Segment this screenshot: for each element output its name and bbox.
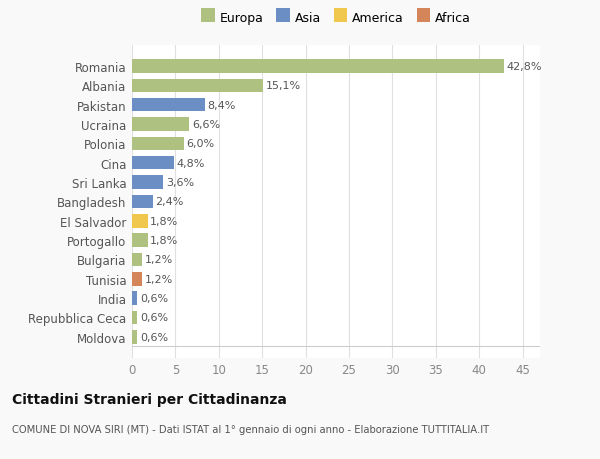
Bar bbox=[132, 118, 189, 132]
Bar bbox=[132, 234, 148, 247]
Legend: Europa, Asia, America, Africa: Europa, Asia, America, Africa bbox=[199, 9, 473, 27]
Text: 42,8%: 42,8% bbox=[506, 62, 542, 72]
Bar bbox=[132, 60, 503, 73]
Text: 1,8%: 1,8% bbox=[150, 216, 178, 226]
Bar bbox=[132, 214, 148, 228]
Bar bbox=[132, 311, 137, 325]
Text: 1,8%: 1,8% bbox=[150, 235, 178, 246]
Text: COMUNE DI NOVA SIRI (MT) - Dati ISTAT al 1° gennaio di ogni anno - Elaborazione : COMUNE DI NOVA SIRI (MT) - Dati ISTAT al… bbox=[12, 425, 489, 435]
Text: 0,6%: 0,6% bbox=[140, 293, 168, 303]
Text: 2,4%: 2,4% bbox=[155, 197, 184, 207]
Bar bbox=[132, 195, 153, 209]
Bar bbox=[132, 157, 173, 170]
Bar bbox=[132, 79, 263, 93]
Text: 15,1%: 15,1% bbox=[266, 81, 301, 91]
Bar bbox=[132, 330, 137, 344]
Text: 4,8%: 4,8% bbox=[176, 158, 205, 168]
Text: 1,2%: 1,2% bbox=[145, 274, 173, 284]
Bar bbox=[132, 137, 184, 151]
Bar bbox=[132, 292, 137, 305]
Bar bbox=[132, 99, 205, 112]
Text: 8,4%: 8,4% bbox=[208, 101, 236, 111]
Text: 0,6%: 0,6% bbox=[140, 313, 168, 323]
Text: 0,6%: 0,6% bbox=[140, 332, 168, 342]
Bar bbox=[132, 272, 142, 286]
Text: 6,0%: 6,0% bbox=[187, 139, 215, 149]
Bar bbox=[132, 253, 142, 267]
Text: 6,6%: 6,6% bbox=[192, 120, 220, 130]
Text: 3,6%: 3,6% bbox=[166, 178, 194, 188]
Text: Cittadini Stranieri per Cittadinanza: Cittadini Stranieri per Cittadinanza bbox=[12, 392, 287, 406]
Bar bbox=[132, 176, 163, 190]
Text: 1,2%: 1,2% bbox=[145, 255, 173, 265]
